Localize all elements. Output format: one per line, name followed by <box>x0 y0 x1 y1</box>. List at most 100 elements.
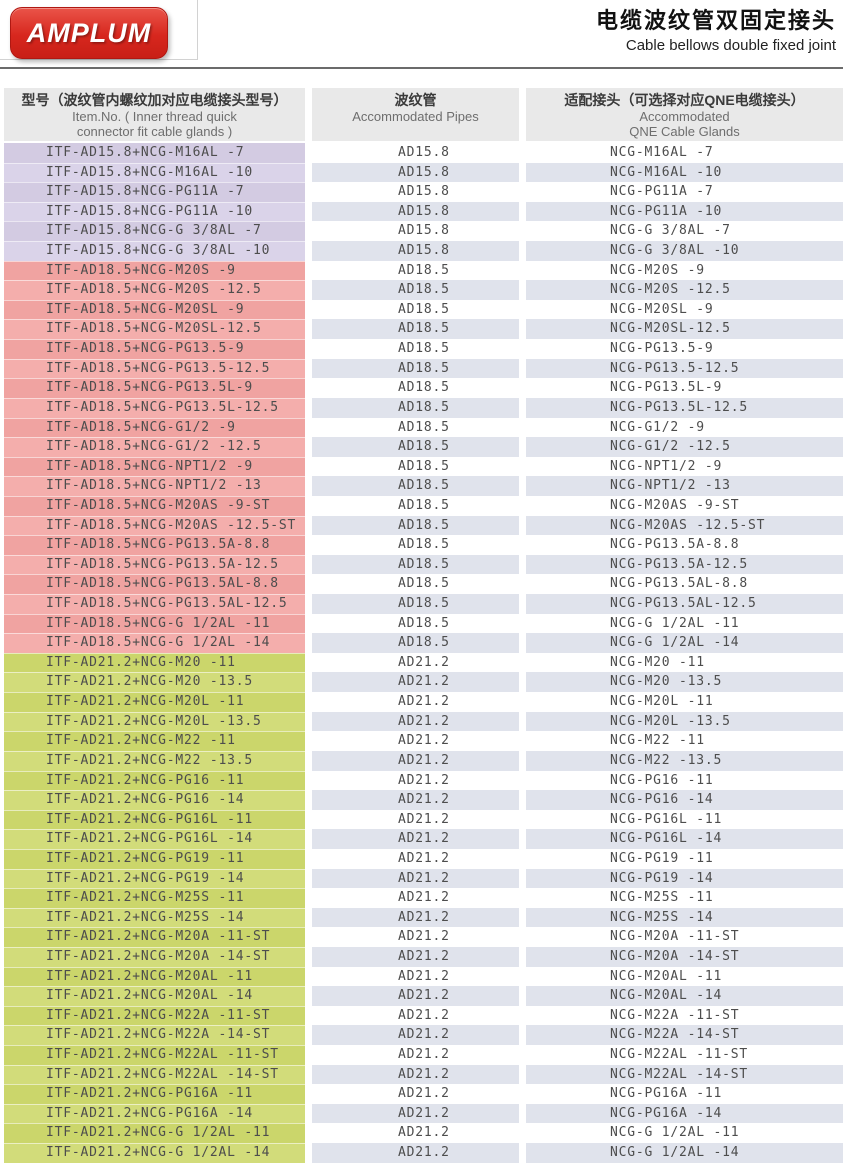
pipe-cell: AD18.5 <box>312 437 519 457</box>
pipe-cell: AD18.5 <box>312 613 519 634</box>
gland-cell: NCG-G 1/2AL -11 <box>526 613 843 634</box>
gland-cell: NCG-PG19 -11 <box>526 848 843 869</box>
pipe-cell: AD18.5 <box>312 397 519 418</box>
item-no-cell: ITF-AD21.2+NCG-G 1/2AL -11 <box>4 1123 305 1144</box>
pipe-cell: AD15.8 <box>312 182 519 202</box>
item-no-cell: ITF-AD21.2+NCG-M22AL -11-ST <box>4 1045 305 1065</box>
item-no-cell: ITF-AD21.2+NCG-M20A -11-ST <box>4 927 305 947</box>
item-no-cell: ITF-AD18.5+NCG-G 1/2AL -14 <box>4 633 305 653</box>
gland-cell: NCG-G 1/2AL -11 <box>526 1123 843 1144</box>
item-no-cell: ITF-AD21.2+NCG-M22 -13.5 <box>4 750 305 771</box>
pipe-cell: AD15.8 <box>312 162 519 183</box>
gland-cell: NCG-M20L -13.5 <box>526 711 843 732</box>
table-row: ITF-AD18.5+NCG-PG13.5A-12.5 AD18.5 NCG-P… <box>4 554 843 575</box>
gland-cell: NCG-M25S -14 <box>526 907 843 928</box>
item-no-cell: ITF-AD21.2+NCG-PG16A -14 <box>4 1103 305 1124</box>
table-row: ITF-AD18.5+NCG-M20S -12.5 AD18.5 NCG-M20… <box>4 280 843 300</box>
table-row: ITF-AD15.8+NCG-M16AL -7 AD15.8 NCG-M16AL… <box>4 143 843 163</box>
table-row: ITF-AD18.5+NCG-PG13.5-12.5 AD18.5 NCG-PG… <box>4 358 843 379</box>
pipe-cell: AD18.5 <box>312 574 519 595</box>
pipe-cell: AD21.2 <box>312 711 519 732</box>
table-row: ITF-AD18.5+NCG-NPT1/2 -9 AD18.5 NCG-NPT1… <box>4 456 843 477</box>
col-header-glands: 适配接头（可选择对应QNE电缆接头） Accommodated QNE Cabl… <box>526 88 843 141</box>
pipe-cell: AD21.2 <box>312 1123 519 1144</box>
item-no-cell: ITF-AD21.2+NCG-M20A -14-ST <box>4 946 305 967</box>
pipe-cell: AD18.5 <box>312 280 519 300</box>
item-no-cell: ITF-AD21.2+NCG-M20L -11 <box>4 692 305 712</box>
gland-cell: NCG-PG16A -11 <box>526 1084 843 1104</box>
table-row: ITF-AD18.5+NCG-PG13.5AL-8.8 AD18.5 NCG-P… <box>4 574 843 595</box>
gland-cell: NCG-M20S -12.5 <box>526 280 843 300</box>
table-row: ITF-AD21.2+NCG-M22A -11-ST AD21.2 NCG-M2… <box>4 1005 843 1026</box>
item-no-cell: ITF-AD18.5+NCG-G 1/2AL -11 <box>4 613 305 634</box>
table-row: ITF-AD21.2+NCG-M25S -14 AD21.2 NCG-M25S … <box>4 907 843 928</box>
pipe-cell: AD21.2 <box>312 907 519 928</box>
item-no-cell: ITF-AD18.5+NCG-M20SL -9 <box>4 299 305 320</box>
pipe-cell: AD21.2 <box>312 946 519 967</box>
gland-cell: NCG-PG11A -7 <box>526 182 843 202</box>
table-row: ITF-AD21.2+NCG-M22 -13.5 AD21.2 NCG-M22 … <box>4 750 843 771</box>
gland-cell: NCG-M20SL -9 <box>526 299 843 320</box>
gland-cell: NCG-M20AS -12.5-ST <box>526 515 843 536</box>
pipe-cell: AD21.2 <box>312 986 519 1006</box>
gland-cell: NCG-M20A -11-ST <box>526 927 843 947</box>
table-row: ITF-AD21.2+NCG-G 1/2AL -11 AD21.2 NCG-G … <box>4 1123 843 1144</box>
item-no-cell: ITF-AD18.5+NCG-PG13.5L-12.5 <box>4 397 305 418</box>
item-no-cell: ITF-AD15.8+NCG-G 3/8AL -10 <box>4 241 305 261</box>
table-row: ITF-AD18.5+NCG-NPT1/2 -13 AD18.5 NCG-NPT… <box>4 476 843 496</box>
col-header-item-no: 型号（波纹管内螺纹加对应电缆接头型号） Item.No. ( Inner thr… <box>4 88 305 141</box>
item-no-cell: ITF-AD21.2+NCG-PG16 -14 <box>4 790 305 810</box>
pipe-cell: AD18.5 <box>312 535 519 555</box>
page-title-en: Cable bellows double fixed joint <box>625 37 836 54</box>
pipe-cell: AD18.5 <box>312 456 519 477</box>
col-header-pipes: 波纹管 Accommodated Pipes <box>312 88 519 141</box>
item-no-cell: ITF-AD18.5+NCG-NPT1/2 -13 <box>4 476 305 496</box>
item-no-cell: ITF-AD18.5+NCG-G1/2 -12.5 <box>4 437 305 457</box>
item-no-cell: ITF-AD21.2+NCG-M20AL -11 <box>4 966 305 987</box>
gland-cell: NCG-G 3/8AL -7 <box>526 221 843 242</box>
table-row: ITF-AD18.5+NCG-PG13.5L-12.5 AD18.5 NCG-P… <box>4 397 843 418</box>
item-no-cell: ITF-AD15.8+NCG-PG11A -7 <box>4 182 305 202</box>
gland-cell: NCG-PG11A -10 <box>526 201 843 222</box>
item-no-cell: ITF-AD18.5+NCG-M20SL-12.5 <box>4 319 305 340</box>
pipe-cell: AD21.2 <box>312 790 519 810</box>
gland-cell: NCG-M20A -14-ST <box>526 946 843 967</box>
item-no-cell: ITF-AD18.5+NCG-PG13.5-9 <box>4 339 305 359</box>
pipe-cell: AD18.5 <box>312 495 519 516</box>
table-row: ITF-AD21.2+NCG-M20AL -14 AD21.2 NCG-M20A… <box>4 986 843 1006</box>
item-no-cell: ITF-AD21.2+NCG-M22A -14-ST <box>4 1025 305 1046</box>
table-row: ITF-AD21.2+NCG-M22AL -11-ST AD21.2 NCG-M… <box>4 1045 843 1065</box>
table-row: ITF-AD21.2+NCG-PG16A -11 AD21.2 NCG-PG16… <box>4 1084 843 1104</box>
header-divider <box>0 67 843 69</box>
item-no-cell: ITF-AD21.2+NCG-M20AL -14 <box>4 986 305 1006</box>
pipe-cell: AD21.2 <box>312 770 519 791</box>
table-row: ITF-AD21.2+NCG-M20AL -11 AD21.2 NCG-M20A… <box>4 966 843 987</box>
gland-cell: NCG-G 1/2AL -14 <box>526 1143 843 1163</box>
table-row: ITF-AD21.2+NCG-M20L -11 AD21.2 NCG-M20L … <box>4 692 843 712</box>
item-no-cell: ITF-AD21.2+NCG-M20 -11 <box>4 652 305 673</box>
pipe-cell: AD21.2 <box>312 809 519 830</box>
gland-cell: NCG-M16AL -7 <box>526 143 843 163</box>
pipe-cell: AD21.2 <box>312 848 519 869</box>
gland-cell: NCG-NPT1/2 -9 <box>526 456 843 477</box>
pipe-cell: AD21.2 <box>312 927 519 947</box>
table-row: ITF-AD15.8+NCG-G 3/8AL -7 AD15.8 NCG-G 3… <box>4 221 843 242</box>
pipe-cell: AD18.5 <box>312 417 519 438</box>
item-no-cell: ITF-AD18.5+NCG-PG13.5-12.5 <box>4 358 305 379</box>
gland-cell: NCG-PG16 -11 <box>526 770 843 791</box>
gland-cell: NCG-G1/2 -12.5 <box>526 437 843 457</box>
logo-text: AMPLUM <box>26 17 152 48</box>
gland-cell: NCG-M20AL -14 <box>526 986 843 1006</box>
pipe-cell: AD18.5 <box>312 339 519 359</box>
table-row: ITF-AD21.2+NCG-M20 -13.5 AD21.2 NCG-M20 … <box>4 672 843 693</box>
pipe-cell: AD21.2 <box>312 1005 519 1026</box>
gland-cell: NCG-G 1/2AL -14 <box>526 633 843 653</box>
item-no-cell: ITF-AD21.2+NCG-PG16A -11 <box>4 1084 305 1104</box>
pipe-cell: AD18.5 <box>312 378 519 398</box>
table-row: ITF-AD18.5+NCG-G 1/2AL -14 AD18.5 NCG-G … <box>4 633 843 653</box>
gland-cell: NCG-M22AL -14-ST <box>526 1064 843 1085</box>
table-row: ITF-AD21.2+NCG-M20A -11-ST AD21.2 NCG-M2… <box>4 927 843 947</box>
table-row: ITF-AD18.5+NCG-PG13.5-9 AD18.5 NCG-PG13.… <box>4 339 843 359</box>
gland-cell: NCG-PG13.5A-12.5 <box>526 554 843 575</box>
item-no-cell: ITF-AD21.2+NCG-G 1/2AL -14 <box>4 1143 305 1163</box>
